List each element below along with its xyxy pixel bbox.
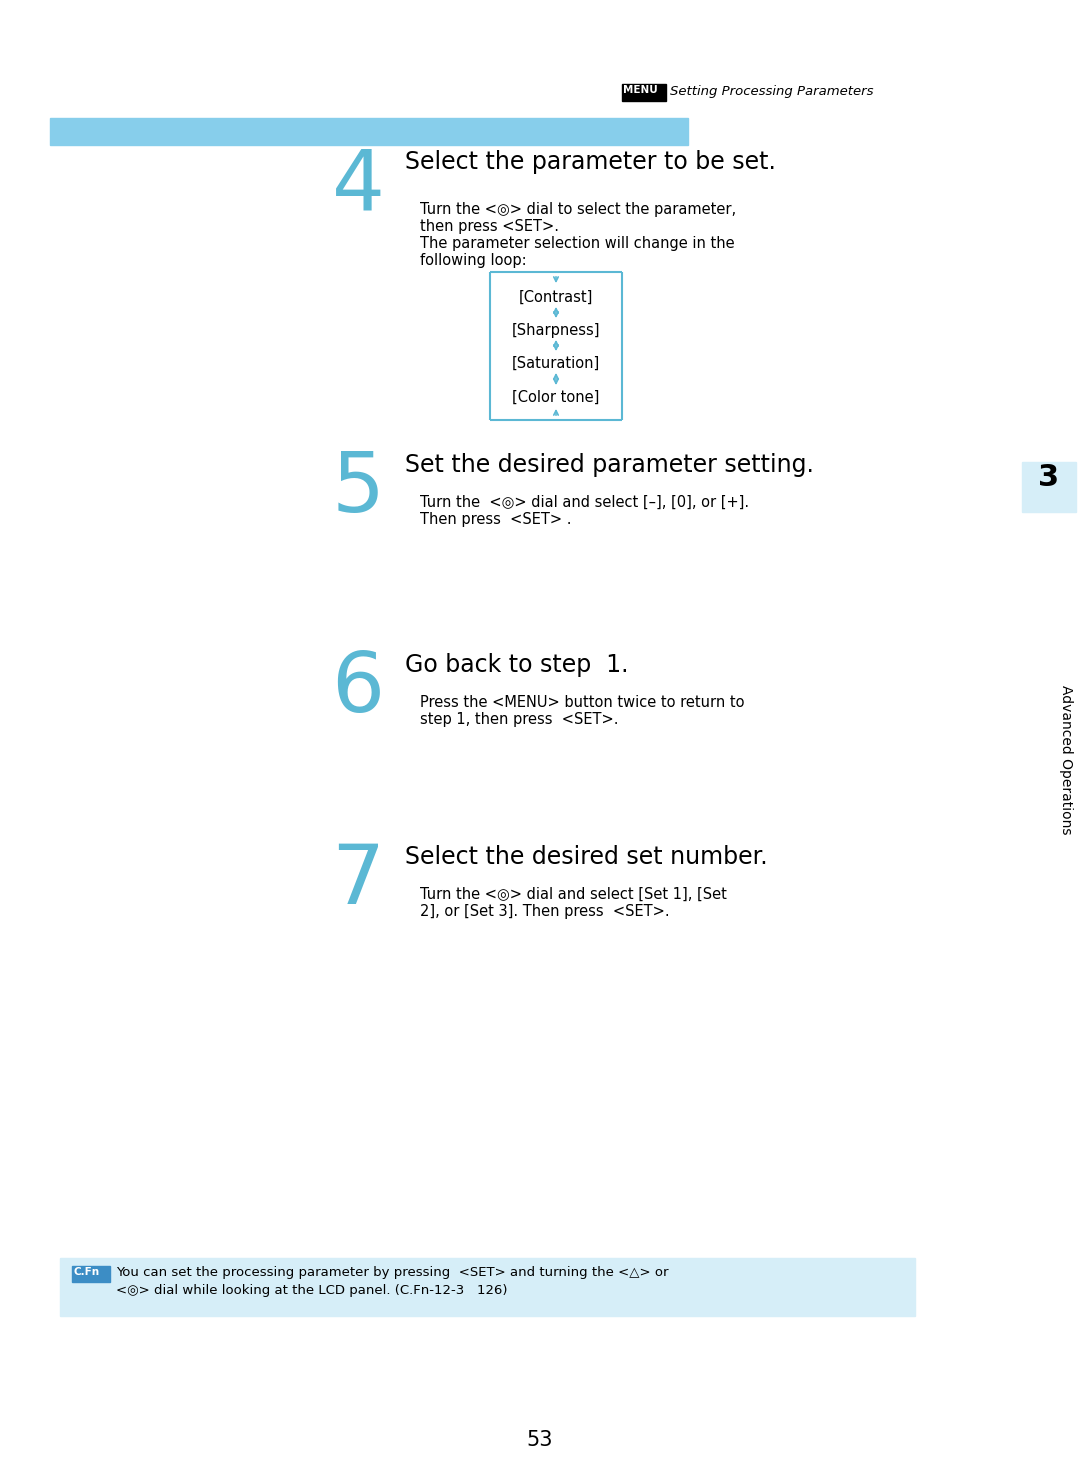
Text: Turn the <◎> dial to select the parameter,: Turn the <◎> dial to select the paramete… [420, 202, 737, 217]
Text: [Color tone]: [Color tone] [512, 390, 599, 404]
Text: step 1, then press  <SET>.: step 1, then press <SET>. [420, 711, 619, 728]
Text: Press the <MENU> button twice to return to: Press the <MENU> button twice to return … [420, 695, 744, 710]
Text: Advanced Operations: Advanced Operations [1059, 685, 1074, 835]
Text: <◎> dial while looking at the LCD panel. (C.Fn-12-3   126): <◎> dial while looking at the LCD panel.… [116, 1284, 508, 1297]
Text: 2], or [Set 3]. Then press  <SET>.: 2], or [Set 3]. Then press <SET>. [420, 903, 670, 920]
Text: [Sharpness]: [Sharpness] [512, 323, 600, 338]
Text: Go back to step  1.: Go back to step 1. [405, 652, 629, 677]
Text: The parameter selection will change in the: The parameter selection will change in t… [420, 236, 734, 251]
Text: Setting Processing Parameters: Setting Processing Parameters [670, 86, 874, 97]
Text: 6: 6 [332, 648, 384, 729]
Text: [Saturation]: [Saturation] [512, 356, 600, 370]
Bar [622, 84, 666, 100]
Text: Select the parameter to be set.: Select the parameter to be set. [405, 151, 775, 174]
Text: Then press  <SET> .: Then press <SET> . [420, 512, 571, 527]
Text: MENU: MENU [623, 86, 658, 94]
Bar [1022, 462, 1076, 512]
Text: following loop:: following loop: [420, 252, 527, 269]
Text: Select the desired set number.: Select the desired set number. [405, 844, 768, 869]
Text: then press <SET>.: then press <SET>. [420, 218, 559, 235]
Bar [50, 118, 688, 145]
Text: C.Fn: C.Fn [75, 1266, 100, 1277]
Text: You can set the processing parameter by pressing  <SET> and turning the <△> or: You can set the processing parameter by … [116, 1266, 669, 1280]
Bar [60, 1258, 915, 1317]
Text: Turn the <◎> dial and select [Set 1], [Set: Turn the <◎> dial and select [Set 1], [S… [420, 887, 727, 902]
Text: 5: 5 [332, 449, 384, 528]
Text: 53: 53 [527, 1430, 553, 1449]
Text: [Contrast]: [Contrast] [518, 289, 593, 306]
Text: 7: 7 [332, 840, 384, 921]
Bar [72, 1266, 110, 1283]
Text: 3: 3 [1039, 463, 1059, 492]
Text: Set the desired parameter setting.: Set the desired parameter setting. [405, 453, 814, 477]
Text: 4: 4 [332, 145, 384, 226]
Text: Turn the  <◎> dial and select [–], [0], or [+].: Turn the <◎> dial and select [–], [0], o… [420, 494, 750, 511]
